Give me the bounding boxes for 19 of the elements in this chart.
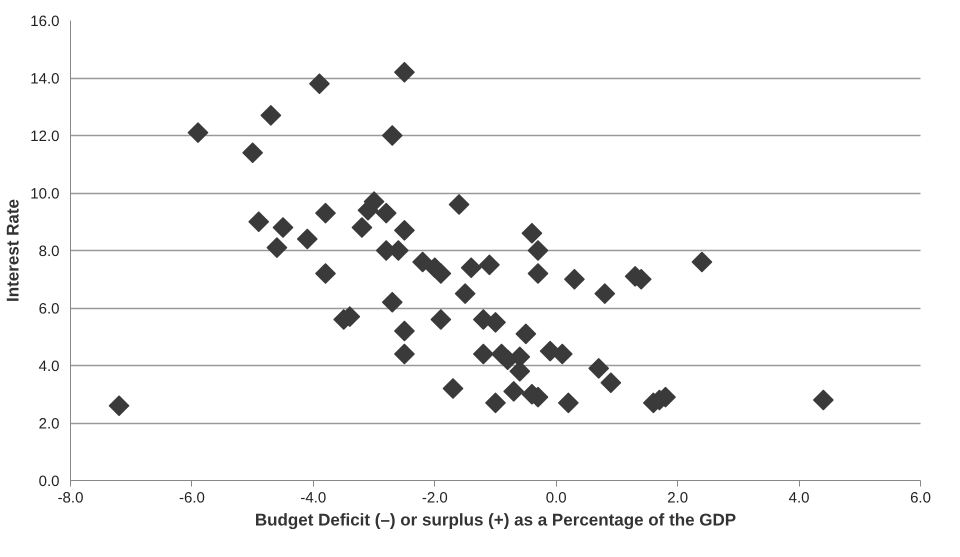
y-tick-label: 14.0 xyxy=(30,70,60,88)
y-tick-label: 4.0 xyxy=(38,358,60,375)
y-tick-label: 6.0 xyxy=(38,300,60,318)
y-tick-label: 10.0 xyxy=(30,186,60,202)
x-tick-label: -6.0 xyxy=(179,490,205,506)
x-tick-label: 6.0 xyxy=(910,490,931,506)
y-tick-label: 12.0 xyxy=(30,128,60,145)
y-tick-label: 16.0 xyxy=(30,13,60,30)
x-axis-title: Budget Deficit (–) or surplus (+) as a Percentage of the GDP xyxy=(254,510,736,530)
x-tick-label: 0.0 xyxy=(546,490,567,506)
y-tick-label: 0.0 xyxy=(38,473,60,490)
y-tick-label: 8.0 xyxy=(38,243,60,260)
y-tick-label: 2.0 xyxy=(38,416,60,432)
x-tick-label: 2.0 xyxy=(667,490,688,506)
x-tick-label: 4.0 xyxy=(788,490,810,506)
y-axis-title: Interest Rate xyxy=(3,199,22,302)
x-tick-label: -2.0 xyxy=(422,490,448,506)
x-tick-label: -4.0 xyxy=(300,490,326,506)
x-tick-label: -8.0 xyxy=(58,490,84,506)
